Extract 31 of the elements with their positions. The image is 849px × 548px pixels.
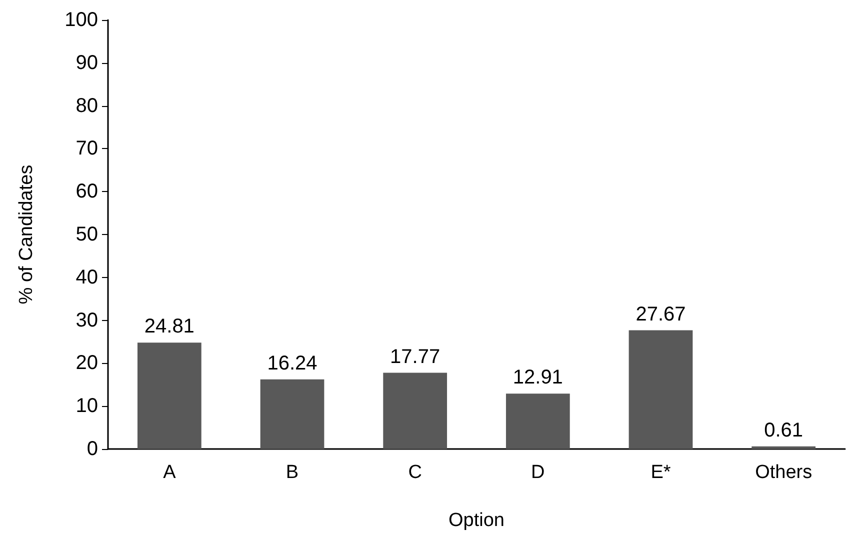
y-tick-label: 30 <box>76 309 98 332</box>
y-tick-label: 50 <box>76 224 98 246</box>
data-label: 16.24 <box>267 352 318 374</box>
y-tick-label: 60 <box>76 180 98 203</box>
data-label: 27.67 <box>636 303 686 326</box>
data-label: 17.77 <box>390 346 440 368</box>
data-label: 0.61 <box>764 419 804 442</box>
bar <box>628 330 693 449</box>
bar <box>383 372 448 449</box>
data-label: 12.91 <box>512 366 563 389</box>
y-tick-label: 70 <box>76 138 98 160</box>
y-tick-label: 20 <box>76 352 98 374</box>
x-tick-label: A <box>163 462 176 483</box>
data-label: 24.81 <box>144 316 194 338</box>
x-tick-label: D <box>531 462 545 483</box>
x-axis-title: Option <box>448 510 504 531</box>
bar <box>506 394 570 449</box>
y-tick-label: 80 <box>76 94 98 117</box>
x-tick-label: Others <box>755 462 812 483</box>
y-axis-title: % of Candidates <box>16 164 37 304</box>
y-tick-label: 40 <box>76 266 98 288</box>
bar <box>260 379 324 449</box>
y-tick-label: 100 <box>64 9 98 31</box>
bar <box>137 342 202 449</box>
y-tick-label: 10 <box>76 395 98 418</box>
y-tick-label: 90 <box>76 52 98 74</box>
x-tick-label: E* <box>650 462 672 483</box>
bar <box>752 446 816 449</box>
x-tick-label: C <box>408 462 422 483</box>
x-tick-label: B <box>286 462 299 483</box>
y-tick-label: 0 <box>86 438 98 460</box>
